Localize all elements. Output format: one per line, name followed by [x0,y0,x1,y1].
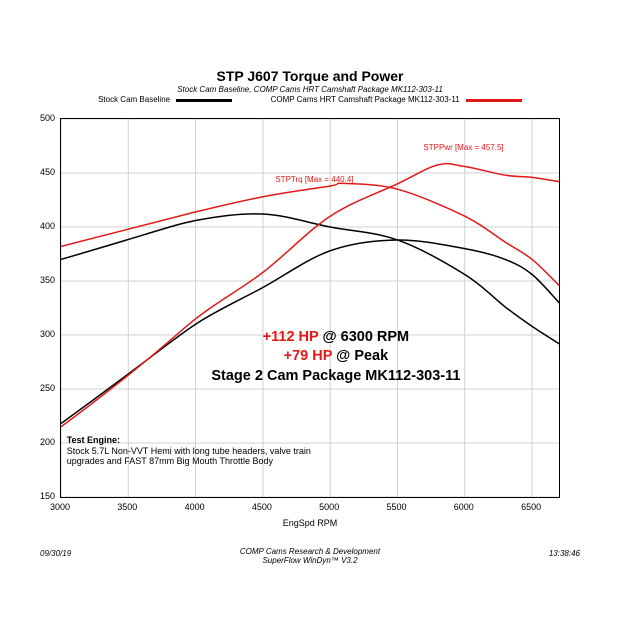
x-axis-label: EngSpd RPM [0,518,620,528]
x-tick: 6500 [521,502,541,512]
y-tick: 150 [0,491,55,501]
y-tick: 350 [0,275,55,285]
footer-line1: COMP Cams Research & Development [240,547,380,556]
y-tick: 250 [0,383,55,393]
legend-stock: Stock Cam Baseline [98,95,232,104]
y-tick: 450 [0,167,55,177]
legend-comp-swatch [466,99,522,102]
x-tick: 4000 [185,502,205,512]
x-tick: 6000 [454,502,474,512]
legend-comp-label: COMP Cams HRT Camshaft Package MK112-303… [271,95,460,104]
title-block: STP J607 Torque and Power Stock Cam Base… [0,68,620,94]
y-tick: 200 [0,437,55,447]
dyno-chart-page: STP J607 Torque and Power Stock Cam Base… [0,0,620,620]
x-tick: 3000 [50,502,70,512]
y-tick: 400 [0,221,55,231]
test-engine-note: Test Engine:Stock 5.7L Non-VVT Hemi with… [67,435,347,467]
x-tick: 3500 [117,502,137,512]
series-callout: STPTrq [Max = 440.4] [275,175,353,184]
gain-annotation: +112 HP @ 6300 RPM+79 HP @ PeakStage 2 C… [166,328,506,387]
legend-stock-label: Stock Cam Baseline [98,95,170,104]
series-callout: STPPwr [Max = 457.5] [423,143,503,152]
chart-title: STP J607 Torque and Power [0,68,620,84]
x-tick: 5500 [386,502,406,512]
x-tick: 5000 [319,502,339,512]
legend-stock-swatch [176,99,232,102]
chart-subtitle: Stock Cam Baseline, COMP Cams HRT Camsha… [0,85,620,94]
footer-line2: SuperFlow WinDyn™ V3.2 [262,556,357,565]
y-tick: 500 [0,113,55,123]
y-tick: 300 [0,329,55,339]
legend-comp: COMP Cams HRT Camshaft Package MK112-303… [271,95,522,104]
x-tick: 4500 [252,502,272,512]
legend: Stock Cam Baseline COMP Cams HRT Camshaf… [0,95,620,104]
footer-center: COMP Cams Research & Development SuperFl… [0,547,620,566]
